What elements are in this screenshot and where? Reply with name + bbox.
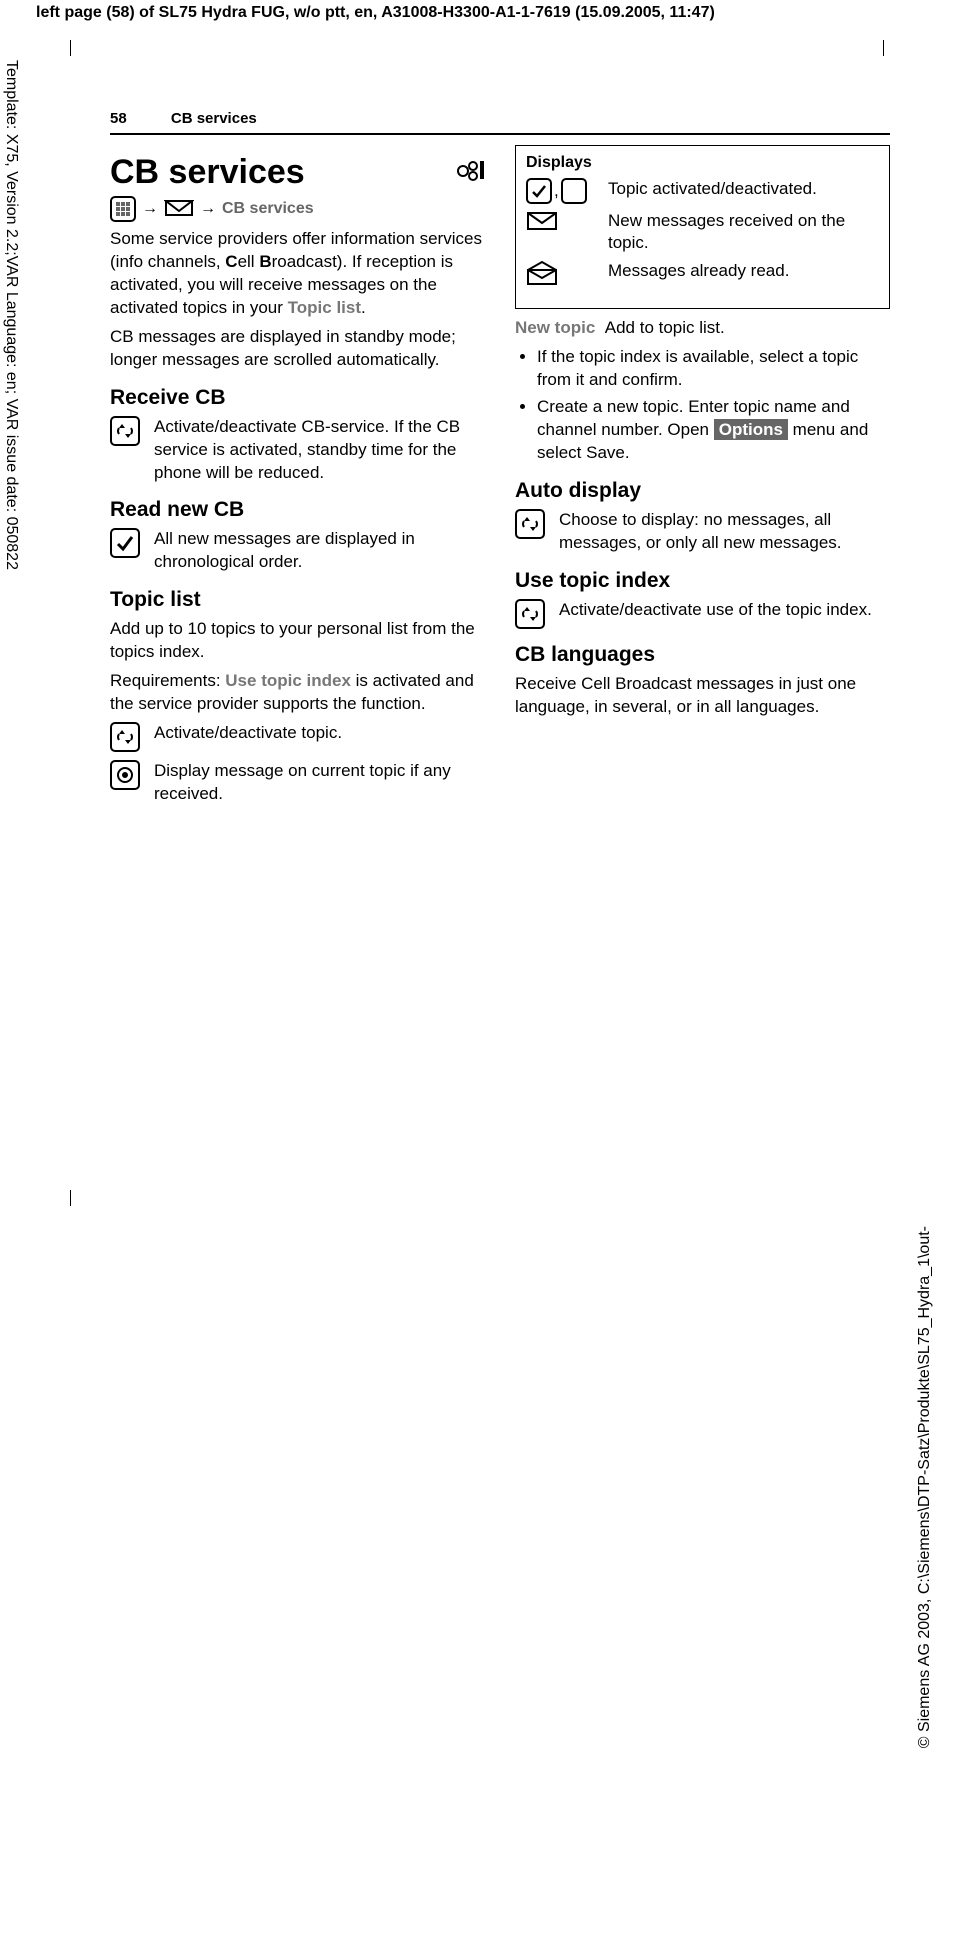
section-cb-languages: CB languages: [515, 643, 890, 667]
section-use-topic-index: Use topic index: [515, 569, 890, 593]
breadcrumb: → → CB services: [110, 196, 485, 222]
read-new-cb-desc: All new messages are displayed in chrono…: [154, 528, 485, 574]
network-icon: [455, 153, 485, 192]
displays-row-3: Messages already read.: [608, 260, 789, 282]
top-header: left page (58) of SL75 Hydra FUG, w/o pt…: [0, 0, 954, 26]
page-content: 58 CB services CB services → → CB ser: [110, 110, 890, 814]
crop-mark: [70, 1190, 86, 1206]
bullet-1: If the topic index is available, select …: [537, 346, 890, 392]
options-key: Options: [714, 419, 788, 440]
running-section: CB services: [171, 110, 257, 127]
arrow-icon: →: [200, 200, 216, 218]
receive-cb-desc: Activate/deactivate CB-service. If the C…: [154, 416, 485, 485]
displays-title: Displays: [526, 154, 879, 172]
bullet-2: Create a new topic. Enter topic name and…: [537, 396, 890, 465]
unchecked-box-icon: [561, 178, 587, 204]
checkmark-icon: [110, 528, 140, 558]
menu-grid-icon: [110, 196, 136, 222]
intro-paragraph-1: Some service providers offer information…: [110, 228, 485, 320]
crop-mark: [70, 40, 86, 56]
breadcrumb-label: CB services: [222, 200, 314, 218]
envelope-closed-icon: [526, 210, 558, 238]
section-receive-cb: Receive CB: [110, 386, 485, 410]
envelope-open-icon: [526, 260, 558, 292]
intro-paragraph-2: CB messages are displayed in standby mod…: [110, 326, 485, 372]
envelope-icon: [164, 197, 194, 222]
title-text: CB services: [110, 153, 305, 192]
right-column: Displays , Topic activated/deactivated. …: [515, 145, 890, 814]
displays-box: Displays , Topic activated/deactivated. …: [515, 145, 890, 309]
displays-row-2: New messages received on the topic.: [608, 210, 879, 254]
toggle-icon: [515, 599, 545, 629]
topic-activate-desc: Activate/deactivate topic.: [154, 722, 342, 745]
crop-mark: [868, 40, 884, 56]
section-auto-display: Auto display: [515, 479, 890, 503]
left-column: CB services → → CB services Some service…: [110, 145, 485, 814]
topic-list-p1: Add up to 10 topics to your personal lis…: [110, 618, 485, 664]
left-margin-text: Template: X75, Version 2.2;VAR Language:…: [2, 60, 20, 780]
checked-box-icon: [526, 178, 552, 204]
page-title: CB services: [110, 153, 485, 192]
cb-languages-desc: Receive Cell Broadcast messages in just …: [515, 673, 890, 719]
section-read-new-cb: Read new CB: [110, 498, 485, 522]
right-margin-text: © Siemens AG 2003, C:\Siemens\DTP-Satz\P…: [916, 1226, 934, 1946]
page-number: 58: [110, 110, 127, 127]
view-icon: [110, 760, 140, 790]
use-topic-index-desc: Activate/deactivate use of the topic ind…: [559, 599, 872, 622]
running-head: 58 CB services: [110, 110, 890, 135]
new-topic-bullets: If the topic index is available, select …: [515, 346, 890, 465]
toggle-icon: [110, 416, 140, 446]
section-topic-list: Topic list: [110, 588, 485, 612]
arrow-icon: →: [142, 200, 158, 218]
toggle-icon: [110, 722, 140, 752]
toggle-icon: [515, 509, 545, 539]
displays-row-1: Topic activated/deactivated.: [608, 178, 817, 200]
auto-display-desc: Choose to display: no messages, all mess…: [559, 509, 890, 555]
topic-list-p2: Requirements: Use topic index is activat…: [110, 670, 485, 716]
topic-display-desc: Display message on current topic if any …: [154, 760, 485, 806]
new-topic-line: New topic Add to topic list.: [515, 317, 890, 340]
